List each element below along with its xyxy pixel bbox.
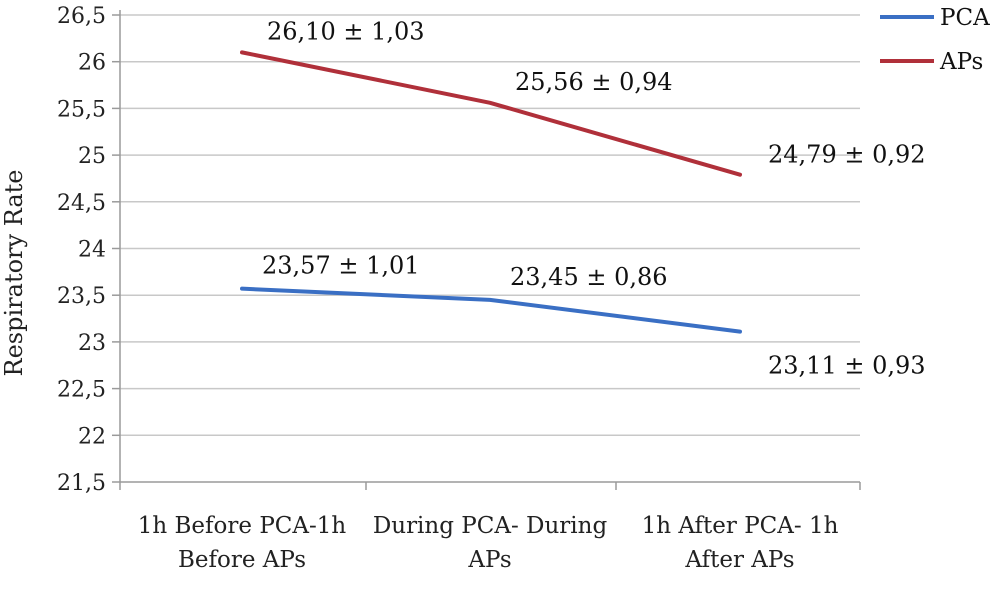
y-tick-label: 24,5 [57, 191, 106, 216]
legend: PCA APs [880, 5, 990, 75]
y-tick-label: 23 [78, 331, 106, 356]
y-axis-label: Respiratory Rate [0, 170, 28, 377]
y-tick-label: 21,5 [57, 471, 106, 496]
y-tick-labels: 21,5 22 22,5 23 23,5 24 24,5 25 25,5 26 26,5 [57, 4, 106, 496]
y-tick-label: 26 [78, 51, 106, 76]
series-line-pca [240, 286, 742, 334]
series-group [240, 50, 742, 334]
x-tick-label: After APs [684, 547, 794, 573]
y-tick-label: 22,5 [57, 378, 106, 403]
legend-label-aps: APs [939, 49, 983, 75]
y-tick-label: 23,5 [57, 284, 106, 309]
axes [112, 10, 861, 490]
data-labels: 23,57 ± 1,01 23,45 ± 0,86 23,11 ± 0,93 26,1… [262, 17, 926, 379]
data-label: 23,45 ± 0,86 [510, 263, 668, 291]
data-label: 26,10 ± 1,03 [267, 17, 425, 45]
x-tick-label: Before APs [178, 547, 306, 573]
y-tick-label: 25,5 [57, 97, 106, 122]
data-label: 23,11 ± 0,93 [768, 352, 926, 380]
legend-label-pca: PCA [940, 5, 990, 31]
x-tick-label: 1h Before PCA-1h [138, 513, 347, 539]
y-tick-label: 24 [78, 238, 106, 263]
y-tick-label: 22 [78, 424, 106, 449]
x-tick-label: APs [467, 547, 511, 573]
y-tick-label: 26,5 [57, 4, 106, 29]
gridlines [120, 14, 860, 437]
x-tick-label: During PCA- During [373, 513, 608, 539]
data-label: 23,57 ± 1,01 [262, 252, 420, 280]
x-tick-label: 1h After PCA- 1h [642, 513, 839, 539]
data-label: 24,79 ± 0,92 [768, 141, 926, 169]
series-line-aps [240, 50, 742, 177]
x-tick-labels: 1h Before PCA-1h Before APs During PCA- Du… [138, 513, 839, 573]
y-tick-label: 25 [78, 144, 106, 169]
data-label: 25,56 ± 0,94 [515, 68, 673, 96]
